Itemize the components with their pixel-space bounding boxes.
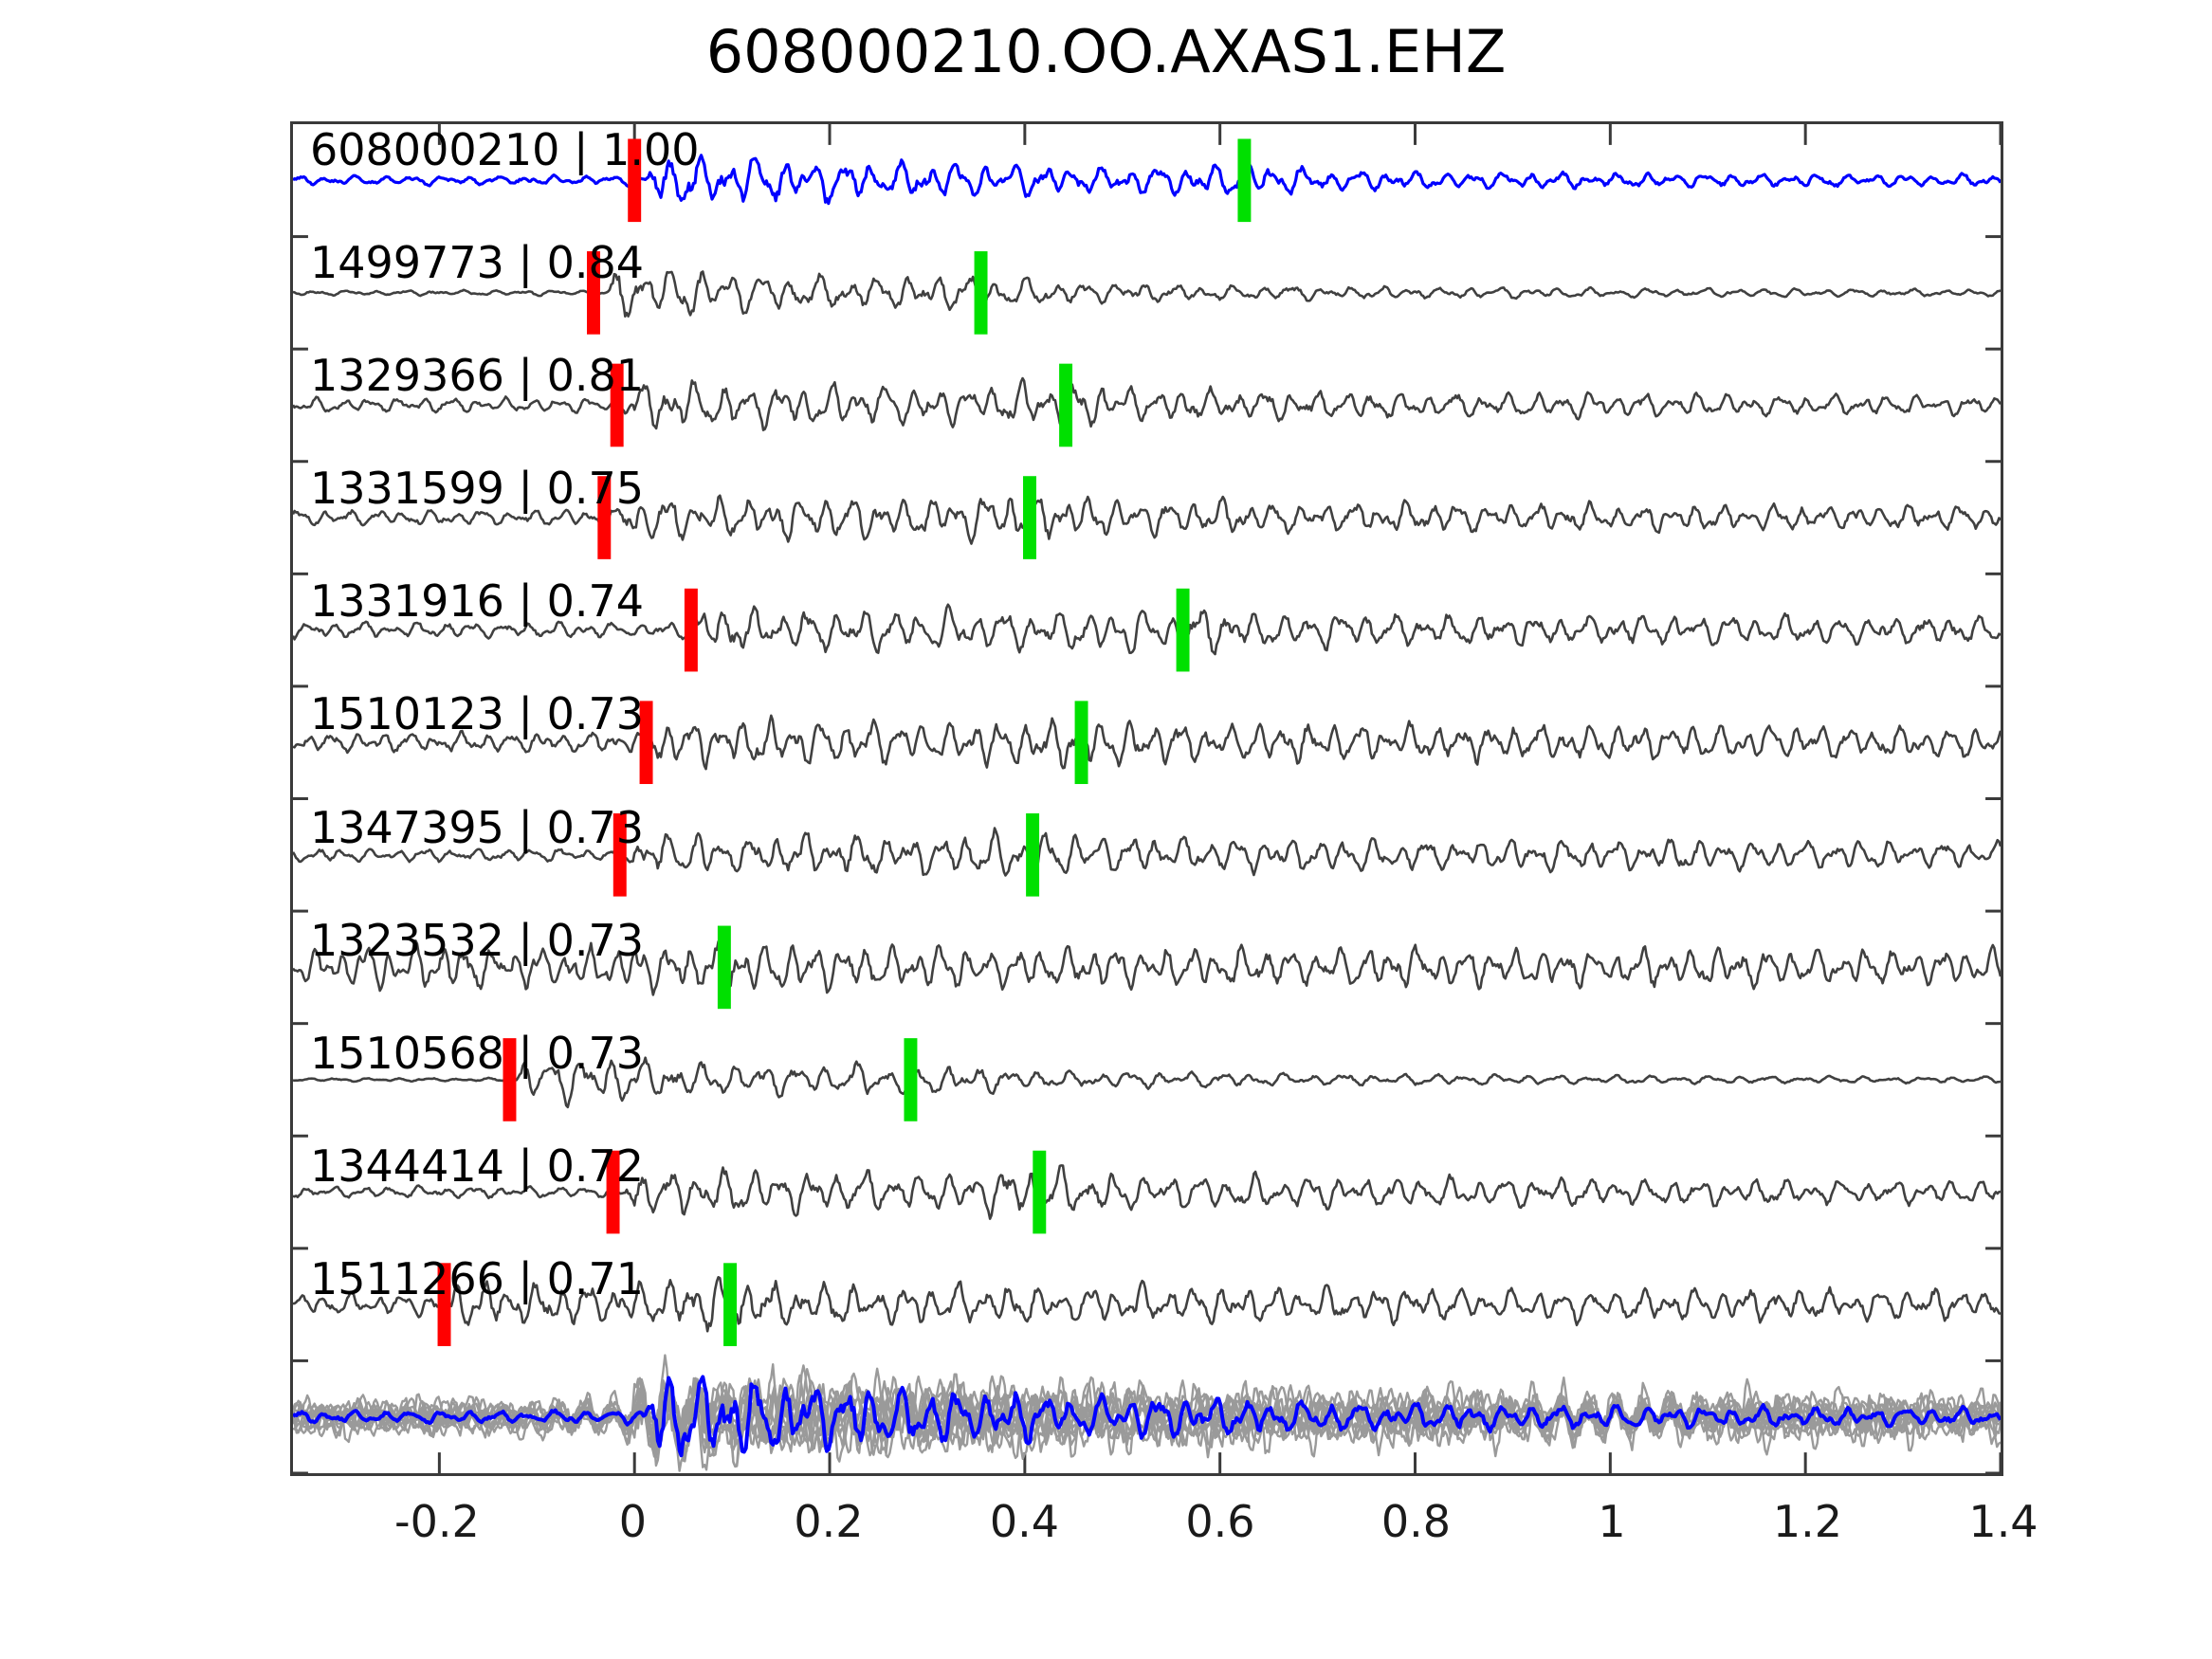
waveform-canvas	[293, 124, 2001, 1473]
p-pick-marker	[628, 138, 642, 223]
s-pick-marker	[1176, 588, 1190, 672]
s-pick-marker	[1059, 363, 1073, 447]
plot-area: 608000210 | 1.00 1499773 | 0.84 1329366 | …	[290, 121, 2003, 1476]
detection-waveform	[293, 603, 2001, 656]
p-pick-marker	[684, 588, 698, 672]
s-pick-marker	[1033, 1150, 1047, 1234]
x-tick-label: 1.4	[1968, 1496, 2038, 1547]
s-pick-marker	[1023, 476, 1036, 559]
s-pick-marker	[1074, 701, 1088, 785]
p-pick-marker	[612, 812, 627, 897]
p-pick-marker	[586, 251, 600, 335]
detection-waveform	[293, 1275, 2001, 1333]
detection-waveform	[293, 494, 2001, 545]
s-pick-marker	[904, 1038, 918, 1121]
detection-waveform	[293, 270, 2001, 319]
stacked-template-overlay	[293, 1375, 2001, 1458]
x-tick-label: 0.6	[1185, 1496, 1255, 1547]
x-tick-label: 1	[1598, 1496, 1626, 1547]
x-axis-ticks	[437, 124, 2001, 1473]
detection-waveform	[293, 939, 2001, 996]
stacked-overlay-panel	[293, 1354, 2001, 1472]
s-pick-marker	[717, 925, 731, 1010]
detection-waveform	[293, 1056, 2001, 1109]
s-pick-marker	[1026, 812, 1040, 897]
y-axis-ticks	[293, 235, 2001, 1473]
p-pick-marker	[610, 363, 624, 447]
x-axis-tick-labels: -0.2 0 0.2 0.4 0.6 0.8 1 1.2 1.4	[290, 1496, 2038, 1562]
s-pick-marker	[723, 1263, 738, 1346]
s-pick-marker	[974, 251, 988, 335]
p-pick-marker	[503, 1038, 517, 1121]
x-tick-label: 0.2	[794, 1496, 864, 1547]
x-tick-label: 1.2	[1772, 1496, 1843, 1547]
detection-waveform	[293, 1164, 2001, 1220]
detection-waveform	[293, 376, 2001, 431]
s-pick-marker	[1237, 138, 1252, 223]
x-tick-label: 0.8	[1380, 1496, 1452, 1547]
x-tick-label: 0.4	[989, 1496, 1059, 1547]
x-tick-label: -0.2	[393, 1496, 480, 1547]
figure-title: 608000210.OO.AXAS1.EHZ	[705, 17, 1507, 86]
p-pick-marker	[597, 476, 612, 559]
template-waveform	[293, 154, 2001, 206]
p-pick-marker	[437, 1263, 451, 1346]
detection-waveform	[293, 827, 2001, 877]
p-pick-marker	[639, 701, 653, 785]
detection-waveform	[293, 714, 2001, 771]
p-pick-marker	[606, 1150, 620, 1234]
x-tick-label: 0	[618, 1496, 648, 1547]
